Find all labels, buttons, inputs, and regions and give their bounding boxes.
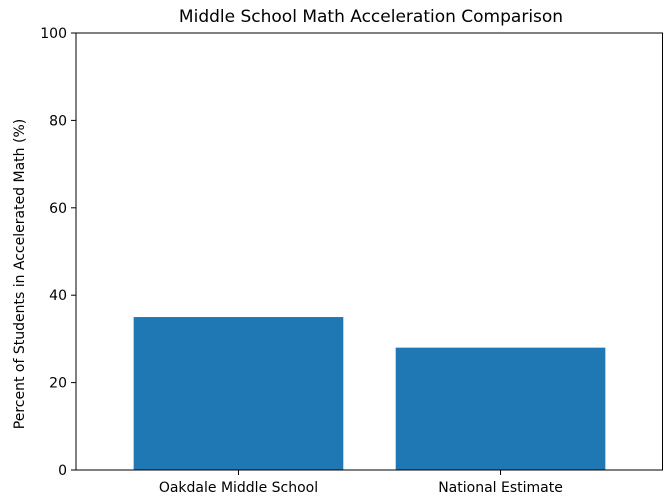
bar-national-estimate: [396, 348, 606, 470]
y-tick-label: 100: [40, 26, 67, 42]
y-tick-label: 40: [49, 288, 67, 304]
bar-oakdale-middle-school: [134, 317, 344, 470]
y-tick-label: 20: [49, 376, 67, 392]
y-tick-label: 80: [49, 113, 67, 129]
y-axis-label: Percent of Students in Accelerated Math …: [12, 119, 28, 429]
y-tick-label: 0: [58, 463, 67, 479]
chart-title: Middle School Math Acceleration Comparis…: [179, 7, 563, 27]
y-tick-label: 60: [49, 201, 67, 217]
x-tick-label: Oakdale Middle School: [159, 480, 318, 496]
x-tick-label: National Estimate: [438, 480, 563, 496]
